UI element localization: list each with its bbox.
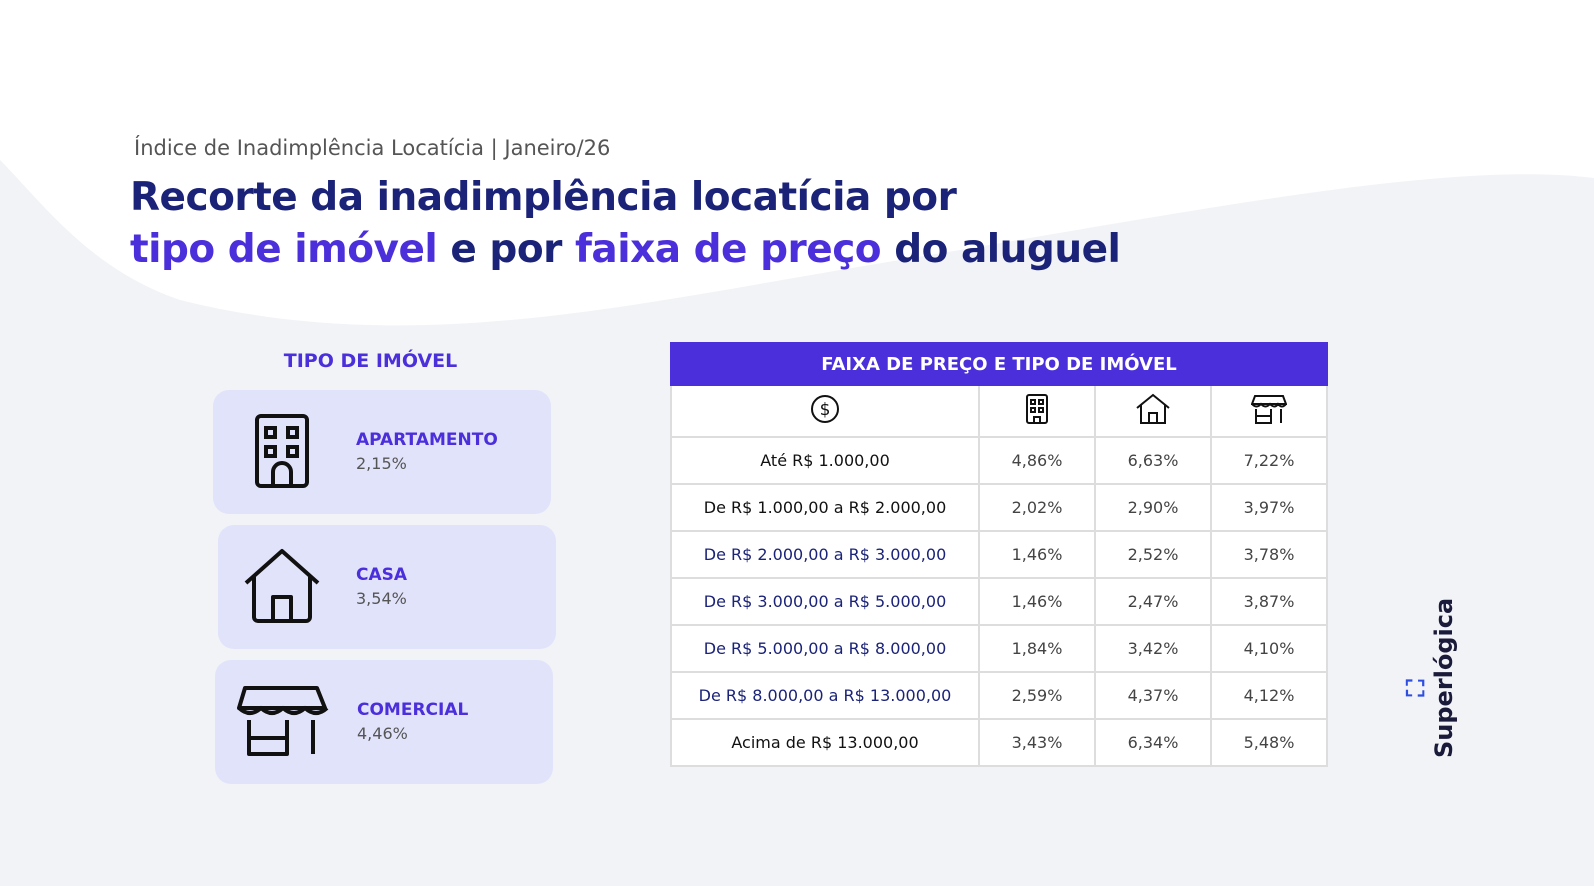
icon-cell: $ [670, 384, 980, 438]
rate-cell: 2,90% [1094, 483, 1212, 532]
rate-cell: 3,97% [1210, 483, 1328, 532]
house-icon [244, 549, 320, 623]
store-icon [237, 686, 329, 756]
rate-cell: 3,87% [1210, 577, 1328, 626]
icon-cell [1210, 384, 1328, 438]
rate-cell: 6,63% [1094, 436, 1212, 485]
table-row: De R$ 3.000,00 a R$ 5.000,00 1,46% 2,47% 3,… [670, 577, 1328, 626]
card-label: APARTAMENTO [356, 430, 498, 450]
title-text: do aluguel [894, 227, 1121, 272]
card-label: COMERCIAL [357, 700, 469, 720]
price-range: De R$ 1.000,00 a R$ 2.000,00 [670, 483, 980, 532]
table-header: FAIXA DE PREÇO E TIPO DE IMÓVEL [670, 342, 1328, 386]
card: COMERCIAL 4,46% [215, 660, 553, 784]
table-title: FAIXA DE PREÇO E TIPO DE IMÓVEL [670, 342, 1328, 386]
rate-cell: 4,10% [1210, 624, 1328, 673]
rate-cell: 6,34% [1094, 718, 1212, 767]
table-row: De R$ 1.000,00 a R$ 2.000,00 2,02% 2,90% 3,… [670, 483, 1328, 532]
building-icon [1026, 394, 1048, 424]
rate-cell: 2,52% [1094, 530, 1212, 579]
logo: ⛶ Superlógica [1402, 598, 1458, 758]
card-value: 3,54% [356, 589, 407, 608]
price-range: Até R$ 1.000,00 [670, 436, 980, 485]
rate-cell: 3,78% [1210, 530, 1328, 579]
icon-cell [978, 384, 1096, 438]
rate-cell: 7,22% [1210, 436, 1328, 485]
title-highlight: tipo de imóvel [130, 227, 438, 272]
card: APARTAMENTO 2,15% [213, 390, 551, 514]
price-table: FAIXA DE PREÇO E TIPO DE IMÓVEL $ Até R$… [670, 342, 1328, 767]
money-icon: $ [811, 395, 839, 423]
rate-cell: 3,43% [978, 718, 1096, 767]
table-row: De R$ 5.000,00 a R$ 8.000,00 1,84% 3,42% 4,… [670, 624, 1328, 673]
rate-cell: 5,48% [1210, 718, 1328, 767]
rate-cell: 1,46% [978, 530, 1096, 579]
title: Recorte da inadimplência locatícia por ti… [130, 172, 1121, 276]
rate-cell: 2,59% [978, 671, 1096, 720]
table-row: Até R$ 1.000,00 4,86% 6,63% 7,22% [670, 436, 1328, 485]
rate-cell: 1,46% [978, 577, 1096, 626]
section-title: TIPO DE IMÓVEL [283, 350, 458, 372]
rate-cell: 3,42% [1094, 624, 1212, 673]
rate-cell: 4,37% [1094, 671, 1212, 720]
building-icon [255, 414, 309, 488]
table-row: De R$ 8.000,00 a R$ 13.000,00 2,59% 4,37% 4… [670, 671, 1328, 720]
card-value: 4,46% [357, 724, 408, 743]
store-icon [1250, 395, 1288, 424]
card-label: CASA [356, 565, 408, 585]
card: CASA 3,54% [218, 525, 556, 649]
rate-cell: 1,84% [978, 624, 1096, 673]
house-icon [1136, 393, 1170, 424]
logo-mark: ⛶ [1402, 679, 1430, 697]
title-highlight: faixa de preço [574, 227, 882, 272]
table-row: De R$ 2.000,00 a R$ 3.000,00 1,46% 2,52% 3,… [670, 530, 1328, 579]
rate-cell: 2,02% [978, 483, 1096, 532]
subtitle: Índice de Inadimplência Locatícia | Jane… [134, 136, 611, 160]
price-range: De R$ 2.000,00 a R$ 3.000,00 [670, 530, 980, 579]
rate-cell: 4,12% [1210, 671, 1328, 720]
rate-cell: 2,47% [1094, 577, 1212, 626]
price-range: Acima de R$ 13.000,00 [670, 718, 980, 767]
icon-row: $ [670, 384, 1328, 438]
svg-text:$: $ [820, 400, 831, 420]
icon-cell [1094, 384, 1212, 438]
price-range: De R$ 8.000,00 a R$ 13.000,00 [670, 671, 980, 720]
price-range: De R$ 5.000,00 a R$ 8.000,00 [670, 624, 980, 673]
card-value: 2,15% [356, 454, 407, 473]
rate-cell: 4,86% [978, 436, 1096, 485]
price-range: De R$ 3.000,00 a R$ 5.000,00 [670, 577, 980, 626]
logo-text: Superlógica [1430, 597, 1458, 758]
table-row: Acima de R$ 13.000,00 3,43% 6,34% 5,48% [670, 718, 1328, 767]
title-text: e por [450, 227, 562, 272]
title-line: Recorte da inadimplência locatícia por [130, 175, 957, 220]
